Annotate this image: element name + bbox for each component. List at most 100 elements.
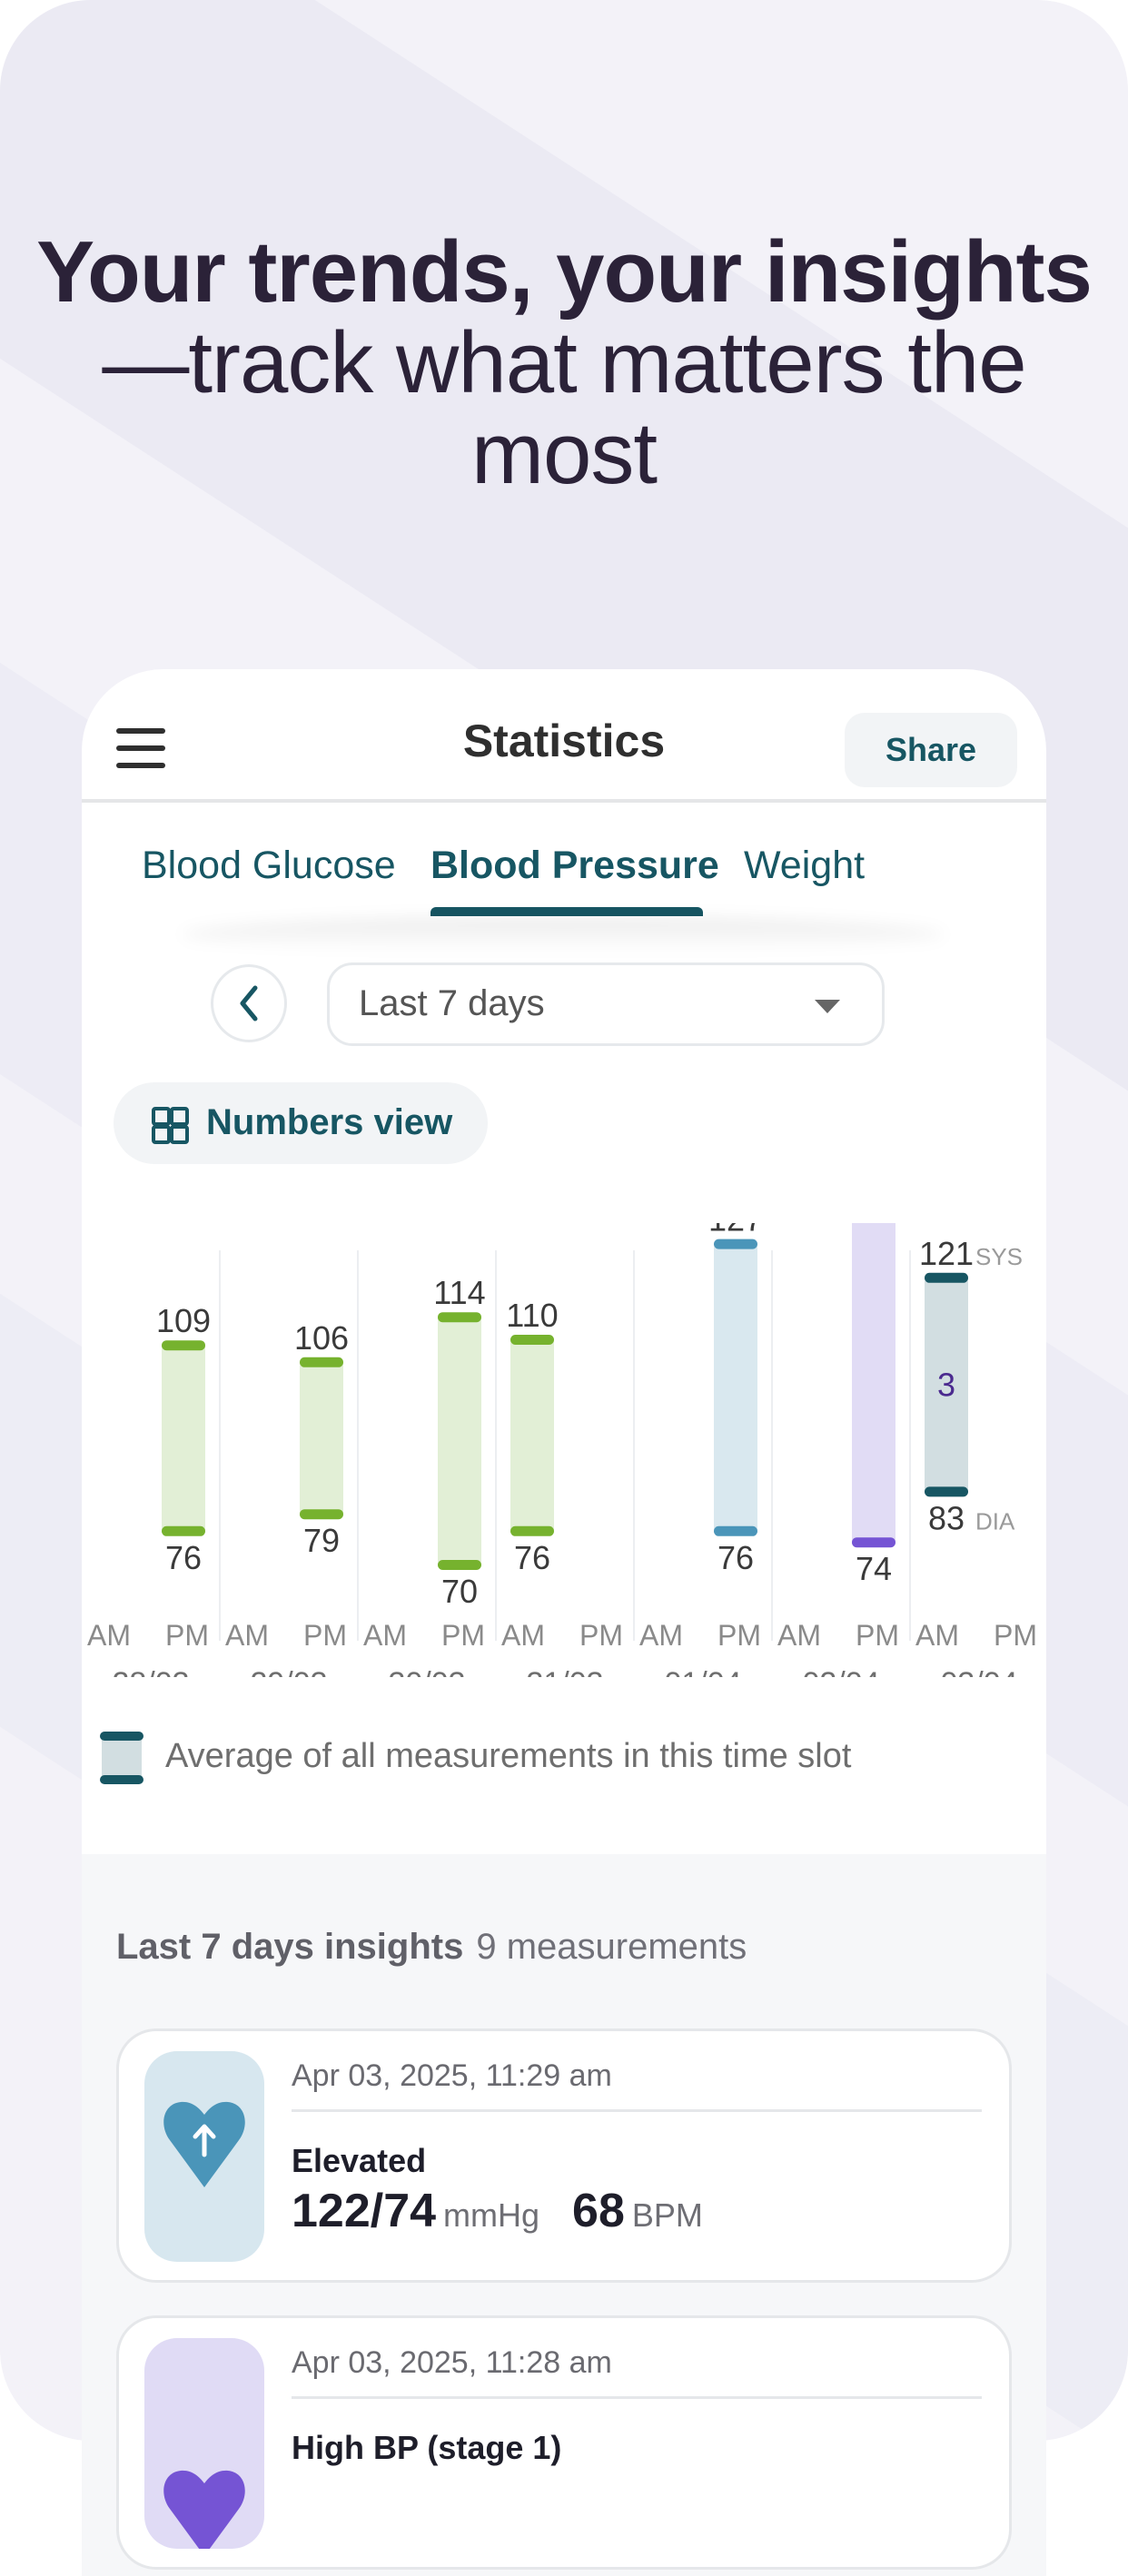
bp-status: Elevated bbox=[292, 2142, 427, 2179]
measurement-date: Apr 03, 2025, 11:29 am bbox=[292, 2058, 612, 2093]
x-slot-label: AM bbox=[501, 1619, 545, 1652]
headline-regular: —track what matters the most bbox=[102, 314, 1026, 502]
x-day-label: 30/03 bbox=[388, 1666, 465, 1677]
top-bar: Statistics Share bbox=[82, 669, 1046, 803]
tab-shadow bbox=[182, 916, 945, 952]
card-divider bbox=[292, 2109, 982, 2112]
hamburger-menu-icon[interactable] bbox=[116, 728, 165, 768]
bp-range-bar bbox=[300, 1361, 343, 1515]
x-slot-label: PM bbox=[303, 1619, 347, 1652]
dia-label: DIA bbox=[975, 1507, 1015, 1535]
bp-chart: AM PM 28/03 AM PM 29/03 AM PM 30/03 AM PM 31/03 AM PM… bbox=[87, 1223, 1037, 1677]
diastolic-cap bbox=[438, 1560, 481, 1570]
x-slot-label: PM bbox=[165, 1619, 209, 1652]
x-day-label: 02/04 bbox=[802, 1666, 879, 1677]
tab-bar: Blood Glucose Blood Pressure Weight bbox=[82, 833, 1046, 914]
diastolic-label: 79 bbox=[303, 1522, 340, 1559]
status-icon-box bbox=[144, 2338, 264, 2556]
diastolic-cap bbox=[162, 1525, 205, 1536]
systolic-label: 109 bbox=[156, 1302, 211, 1339]
grid-icon bbox=[152, 1107, 189, 1144]
x-slot-label: PM bbox=[994, 1619, 1037, 1652]
numbers-view-button[interactable]: Numbers view bbox=[114, 1082, 488, 1164]
diastolic-label: 76 bbox=[514, 1539, 550, 1576]
systolic-label: 114 bbox=[433, 1274, 485, 1311]
chevron-left-icon bbox=[240, 985, 258, 1022]
measurement-values: 122/74 mmHg 68 BPM bbox=[292, 2184, 703, 2238]
pulse-value: 68 bbox=[572, 2185, 625, 2237]
x-slot-label: AM bbox=[363, 1619, 407, 1652]
x-day-label: 01/04 bbox=[664, 1666, 741, 1677]
systolic-cap bbox=[510, 1335, 554, 1345]
previous-period-button[interactable] bbox=[211, 964, 287, 1042]
bp-unit: mmHg bbox=[443, 2196, 540, 2234]
x-day-label: 03/04 bbox=[940, 1666, 1017, 1677]
bp-range-bar bbox=[852, 1223, 895, 1543]
status-icon-box bbox=[144, 2051, 264, 2262]
insights-section: Last 7 days insights 9 measurements Apr 0… bbox=[82, 1854, 1046, 2576]
x-slot-label: AM bbox=[639, 1619, 683, 1652]
page-title: Statistics bbox=[462, 716, 666, 766]
caret-down-icon bbox=[815, 1000, 840, 1013]
x-slot-label: AM bbox=[87, 1619, 131, 1652]
diastolic-cap bbox=[300, 1509, 343, 1520]
x-slot-label: AM bbox=[225, 1619, 269, 1652]
systolic-cap bbox=[300, 1357, 343, 1367]
app-screen: Statistics Share Blood Glucose Blood Pre… bbox=[82, 669, 1046, 2576]
x-slot-label: PM bbox=[579, 1619, 623, 1652]
x-slot-label: AM bbox=[777, 1619, 821, 1652]
systolic-label: 121 bbox=[919, 1235, 974, 1272]
x-day-label: 31/03 bbox=[526, 1666, 603, 1677]
date-range-dropdown[interactable]: Last 7 days bbox=[327, 962, 885, 1046]
bp-range-bar bbox=[925, 1277, 968, 1492]
measurement-count: 9 measurements bbox=[476, 1927, 747, 1967]
measurement-count-label: 3 bbox=[937, 1367, 955, 1404]
diastolic-label: 83 bbox=[928, 1499, 965, 1536]
x-slot-label: AM bbox=[915, 1619, 959, 1652]
headline-bold: Your trends, your insights bbox=[36, 223, 1093, 321]
diastolic-cap bbox=[925, 1486, 968, 1497]
sys-label: SYS bbox=[975, 1243, 1023, 1270]
measurement-card[interactable]: Apr 03, 2025, 11:29 am Elevated 122/74 mm… bbox=[116, 2028, 1012, 2283]
tab-blood-glucose[interactable]: Blood Glucose bbox=[142, 844, 396, 887]
bp-status: High BP (stage 1) bbox=[292, 2429, 562, 2466]
chart-legend: Average of all measurements in this time… bbox=[100, 1732, 1008, 1786]
x-slot-label: PM bbox=[856, 1619, 899, 1652]
systolic-label: 106 bbox=[294, 1319, 349, 1357]
bp-range-bar bbox=[510, 1339, 554, 1531]
heart-icon bbox=[163, 2470, 245, 2556]
insights-title: Last 7 days insights bbox=[116, 1927, 464, 1967]
measurement-card[interactable]: Apr 03, 2025, 11:28 am High BP (stage 1) bbox=[116, 2315, 1012, 2570]
systolic-cap bbox=[162, 1340, 205, 1351]
card-divider bbox=[292, 2396, 982, 2399]
measurement-date: Apr 03, 2025, 11:28 am bbox=[292, 2345, 612, 2380]
systolic-cap bbox=[438, 1312, 481, 1323]
diastolic-label: 76 bbox=[717, 1539, 754, 1576]
bp-value: 122/74 bbox=[292, 2185, 437, 2237]
diastolic-cap bbox=[714, 1525, 757, 1536]
headline: Your trends, your insights—track what ma… bbox=[0, 227, 1128, 499]
share-button[interactable]: Share bbox=[845, 713, 1017, 787]
average-swatch-icon bbox=[100, 1732, 143, 1784]
bp-range-bar bbox=[162, 1345, 205, 1531]
x-day-label: 28/03 bbox=[112, 1666, 189, 1677]
active-tab-indicator bbox=[430, 907, 703, 916]
x-slot-label: PM bbox=[441, 1619, 485, 1652]
legend-text: Average of all measurements in this time… bbox=[165, 1737, 852, 1775]
tab-blood-pressure[interactable]: Blood Pressure bbox=[430, 844, 719, 887]
x-slot-label: PM bbox=[717, 1619, 761, 1652]
diastolic-cap bbox=[510, 1525, 554, 1536]
diastolic-label: 76 bbox=[165, 1539, 202, 1576]
x-day-label: 29/03 bbox=[250, 1666, 327, 1677]
insights-header: Last 7 days insights 9 measurements bbox=[116, 1927, 747, 1968]
systolic-cap bbox=[925, 1272, 968, 1283]
heart-arrow-up-icon bbox=[163, 2101, 245, 2187]
date-range-value: Last 7 days bbox=[359, 983, 545, 1023]
tab-weight[interactable]: Weight bbox=[744, 844, 866, 887]
diastolic-label: 74 bbox=[856, 1550, 892, 1587]
diastolic-label: 70 bbox=[441, 1573, 478, 1610]
pulse-unit: BPM bbox=[631, 2196, 703, 2234]
systolic-label: 127 bbox=[708, 1223, 763, 1239]
systolic-label: 110 bbox=[506, 1297, 558, 1334]
bp-range-bar bbox=[438, 1317, 481, 1564]
